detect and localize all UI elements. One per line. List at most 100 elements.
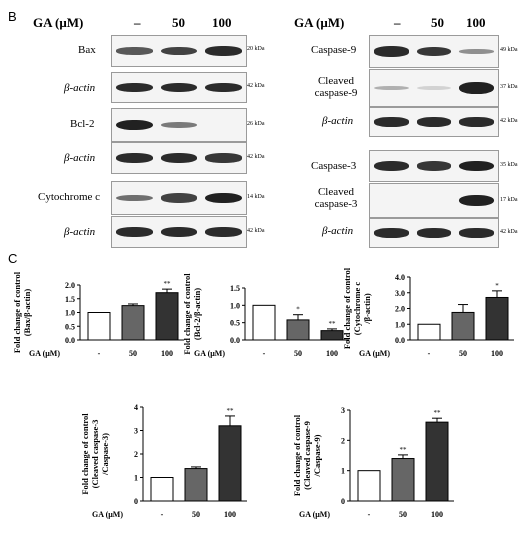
blot-bax bbox=[111, 35, 247, 67]
chart-1-category-label: 50 bbox=[294, 349, 302, 358]
chart-4-y-label-line: /Caspase-9) bbox=[312, 434, 322, 477]
chart-3-y-tick-label: 1 bbox=[134, 474, 138, 483]
chart-3-category-label: 50 bbox=[192, 510, 200, 519]
chart-2-category-label: 50 bbox=[459, 349, 467, 358]
chart-2-category-label: - bbox=[428, 349, 431, 358]
blot-label-b-actin-4: β-actin bbox=[322, 115, 354, 127]
left-blot-band bbox=[205, 227, 242, 237]
chart-3-y-tick-label: 4 bbox=[134, 403, 138, 412]
kda-b-actin-5: 42 kDa bbox=[500, 229, 518, 235]
left-ga-header: GA (μM) bbox=[33, 15, 84, 30]
chart-1-bar bbox=[320, 330, 344, 341]
blot-b-actin-1 bbox=[111, 72, 247, 103]
chart-4-bar bbox=[391, 458, 415, 502]
chart-2-y-label-line: /β-actin) bbox=[362, 293, 372, 325]
right-blot-band bbox=[459, 194, 495, 207]
chart-3-y-tick-label: 3 bbox=[134, 427, 138, 436]
blot-label-bax: Bax bbox=[78, 44, 96, 56]
chart-2-y-label-line: (Cytochrome c bbox=[352, 282, 362, 336]
chart-3-bar bbox=[150, 477, 174, 502]
chart-0-bar bbox=[121, 305, 145, 341]
chart-4-y-tick-label: 2 bbox=[341, 436, 345, 445]
chart-4-y-label-line: Fold change of control bbox=[292, 414, 302, 496]
panel-c-letter: C bbox=[8, 251, 18, 266]
chart-0-y-label-line: Fold change of control bbox=[12, 271, 22, 353]
chart-0-y-label-line: (Bax/β-actin) bbox=[22, 289, 32, 337]
blot-caspase-9 bbox=[369, 35, 499, 68]
chart-3-x-label: GA (μM) bbox=[92, 510, 123, 519]
blot-b-actin-2 bbox=[111, 142, 247, 174]
chart-3-bar bbox=[218, 425, 242, 502]
blot-cytochrome-c bbox=[111, 181, 247, 215]
chart-2-bar bbox=[485, 296, 509, 341]
right-ga-header: GA (μM) bbox=[294, 15, 345, 30]
left-blot-band bbox=[160, 121, 198, 129]
kda-bax: 20 kDa bbox=[247, 46, 265, 52]
kda-bcl2: 26 kDa bbox=[247, 121, 265, 127]
chart-4-significance: ** bbox=[400, 446, 408, 454]
chart-4-y-tick-label: 0 bbox=[341, 497, 345, 506]
left-blot-band bbox=[116, 194, 153, 202]
chart-2-y-tick-label: 2.0 bbox=[395, 305, 405, 314]
kda-caspase-9: 49 kDa bbox=[500, 47, 518, 53]
kda-caspase-3: 35 kDa bbox=[500, 162, 518, 168]
chart-1-y-tick-label: 1.5 bbox=[230, 284, 240, 293]
right-blot-band bbox=[416, 117, 452, 127]
chart-0-y-tick-label: 2.0 bbox=[65, 281, 75, 290]
chart-2-y-tick-label: 4.0 bbox=[395, 273, 405, 282]
panel-b-letter: B bbox=[8, 9, 17, 24]
right-blot-band bbox=[373, 46, 409, 57]
chart-0-bar bbox=[155, 292, 179, 341]
chart-4-category-label: - bbox=[368, 510, 371, 519]
left-lane-1: – bbox=[134, 15, 141, 30]
kda-cytochrome-c: 14 kDa bbox=[247, 194, 265, 200]
kda-b-actin-2: 42 kDa bbox=[247, 154, 265, 160]
blot-cleaved-caspase-9 bbox=[369, 69, 499, 107]
chart-0-significance: ** bbox=[164, 280, 172, 288]
chart-4-bar bbox=[425, 421, 449, 502]
left-blot-band bbox=[160, 46, 198, 56]
kda-cleaved-caspase-3: 17 kDa bbox=[500, 197, 518, 203]
left-blot-band bbox=[160, 193, 198, 203]
chart-4-y-tick-label: 1 bbox=[341, 467, 345, 476]
chart-3-y-label-line: /Caspase-3) bbox=[100, 433, 110, 476]
blot-caspase-3 bbox=[369, 150, 499, 182]
right-blot-band bbox=[373, 161, 409, 171]
chart-2-bar bbox=[417, 323, 441, 341]
blot-cleaved-caspase-3 bbox=[369, 183, 499, 218]
chart-3-bar bbox=[184, 468, 208, 502]
blot-b-actin-4 bbox=[369, 107, 499, 137]
chart-3-y-label-line: Fold change of control bbox=[80, 413, 90, 495]
right-lane-3: 100 bbox=[466, 15, 486, 30]
chart-3-y-label-line: (Cleaved caspase-3 bbox=[90, 420, 100, 489]
chart-0-y-tick-label: 1.5 bbox=[65, 295, 75, 304]
left-blot-band bbox=[160, 82, 198, 93]
chart-1-bar bbox=[286, 319, 310, 341]
chart-4-y-tick-label: 3 bbox=[341, 406, 345, 415]
left-blot-band bbox=[160, 227, 198, 237]
chart-1-significance: ** bbox=[329, 320, 337, 328]
chart-0-category-label: 100 bbox=[161, 349, 173, 358]
right-blot-band bbox=[416, 161, 452, 171]
right-blot-band bbox=[373, 117, 409, 127]
left-blot-band bbox=[116, 47, 153, 55]
chart-3-y-tick-label: 0 bbox=[134, 497, 138, 506]
chart-4-y-label-line: (Cleaved caspase-9 bbox=[302, 421, 312, 490]
chart-3-category-label: 100 bbox=[224, 510, 236, 519]
chart-0-category-label: - bbox=[98, 349, 101, 358]
left-blot-band bbox=[116, 82, 153, 93]
chart-3-category-label: - bbox=[161, 510, 164, 519]
left-blot-band bbox=[116, 227, 153, 237]
blot-label-cytochrome-c: Cytochrome c bbox=[38, 191, 101, 203]
chart-1-significance: * bbox=[296, 306, 300, 314]
chart-4-bar bbox=[357, 470, 381, 502]
chart-0-bar bbox=[87, 312, 111, 341]
left-blot-band bbox=[116, 153, 153, 163]
kda-b-actin-3: 42 kDa bbox=[247, 228, 265, 234]
right-blot-band bbox=[459, 48, 495, 54]
blot-label-b-actin-1: β-actin bbox=[64, 82, 96, 94]
chart-2-bar bbox=[451, 311, 475, 341]
left-blot-band bbox=[116, 119, 153, 131]
chart-0-y-tick-label: 1.0 bbox=[65, 309, 75, 318]
blot-b-actin-5 bbox=[369, 218, 499, 248]
